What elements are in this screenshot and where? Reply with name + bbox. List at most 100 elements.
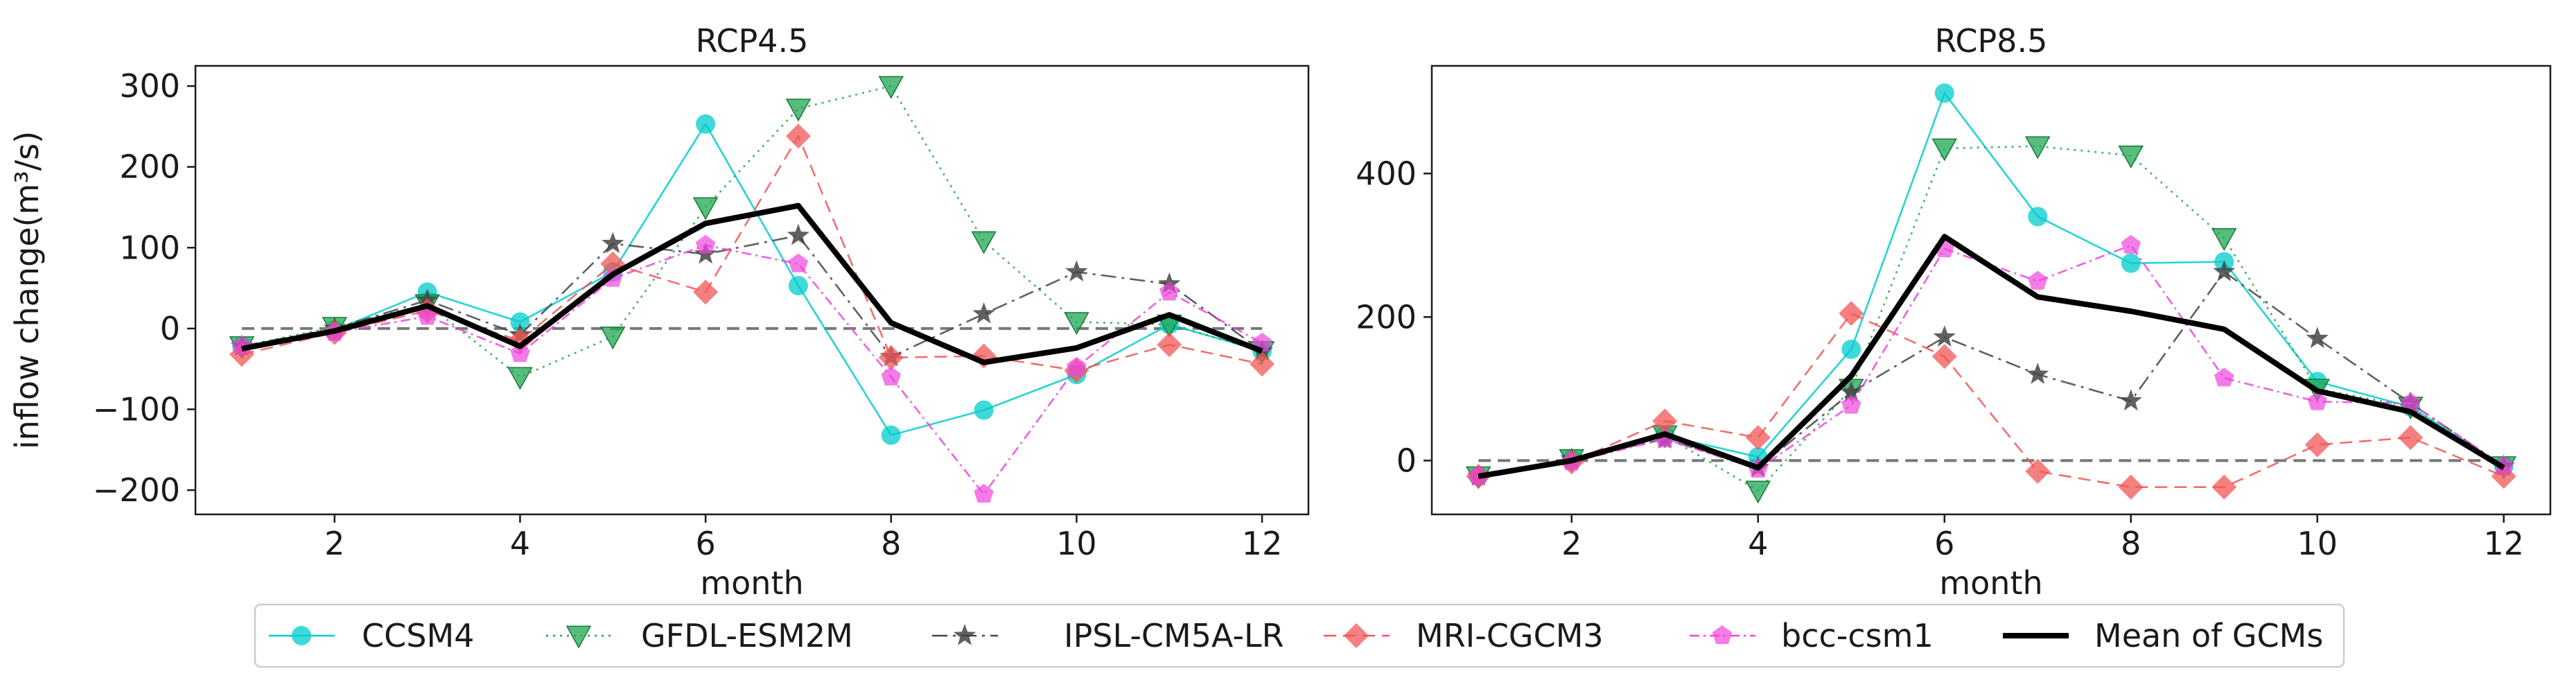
data-point — [788, 253, 809, 272]
x-tick-label: 10 — [1056, 525, 1097, 562]
data-point — [507, 328, 533, 354]
series-ccsm4 — [231, 114, 1272, 445]
legend-item-ccsm4: CCSM4 — [269, 617, 474, 654]
y-tick-label: 200 — [119, 148, 180, 186]
data-point — [2211, 228, 2237, 251]
data-point — [1933, 325, 1956, 347]
x-tick-label: 4 — [510, 525, 530, 562]
data-point — [2306, 327, 2329, 349]
series-line — [241, 234, 1263, 358]
data-point — [2211, 474, 2237, 500]
legend-label: bcc-csm1 — [1781, 617, 1934, 654]
data-point — [1159, 281, 1180, 301]
chart-title: RCP4.5 — [696, 22, 809, 60]
data-point — [881, 366, 901, 385]
legend-marker — [953, 624, 976, 645]
legend-item-mri-cgcm3: MRI-CGCM3 — [1324, 617, 1604, 654]
x-tick-label: 2 — [324, 525, 344, 562]
x-tick-label: 10 — [2297, 525, 2338, 562]
legend: CCSM4 GFDL-ESM2M IPSL-CM5A-LR MRI-CGCM3 bcc-… — [254, 603, 2345, 668]
data-point — [2028, 270, 2048, 290]
data-point — [696, 114, 716, 134]
data-point — [1840, 381, 1863, 402]
series-gfdl-esm2m — [229, 76, 1275, 390]
series-bcc-csm1 — [231, 234, 1272, 503]
series-ipsl-cm5a-lr — [230, 223, 1274, 367]
data-point — [2119, 389, 2142, 411]
data-point — [1065, 260, 1088, 281]
data-point — [974, 483, 994, 503]
y-tick-label: 100 — [119, 229, 180, 266]
series-mean-of-gcms — [1478, 234, 2505, 480]
x-axis-label: month — [700, 564, 803, 602]
y-axis-label: inflow change(m³/s) — [8, 131, 46, 449]
legend-item-gfdl-esm2m: GFDL-ESM2M — [546, 617, 853, 654]
x-tick-label: 12 — [1242, 525, 1283, 562]
data-point — [1931, 138, 1958, 162]
data-point — [1839, 301, 1864, 327]
y-tick-label: 200 — [1356, 298, 1417, 336]
data-point — [2304, 432, 2330, 458]
series-line — [241, 244, 1263, 496]
data-point — [2307, 391, 2327, 410]
y-tick-label: −100 — [93, 390, 180, 428]
series-line — [1478, 312, 2505, 489]
data-point — [1652, 408, 1678, 434]
data-point — [510, 343, 530, 363]
data-point — [510, 312, 530, 332]
x-tick-label: 2 — [1561, 525, 1581, 562]
data-point — [2121, 234, 2141, 254]
data-point — [1934, 83, 1954, 103]
data-point — [1064, 312, 1089, 336]
data-point — [2028, 207, 2048, 227]
series-line — [241, 123, 1263, 437]
y-tick-label: 0 — [1396, 442, 1417, 479]
x-axis-label: month — [1939, 564, 2042, 602]
series-line — [1478, 92, 2505, 478]
series-line — [1478, 270, 2505, 478]
y-tick-label: −200 — [93, 471, 180, 509]
data-point — [1250, 351, 1275, 377]
data-point — [2024, 136, 2051, 159]
series-mri-cgcm3 — [229, 123, 1275, 383]
series-ccsm4 — [1469, 83, 2514, 487]
y-tick-label: 0 — [160, 310, 180, 347]
chart-rcp45: RCP4.5 2 4 6 8 10 12 −200 −100 0 100 200 300 month inf… — [8, 22, 1310, 602]
data-point — [785, 98, 812, 122]
data-point — [2121, 253, 2141, 273]
axes-frame — [1430, 64, 2552, 516]
legend-item-mean-of-gcms: Mean of GCMs — [2003, 617, 2323, 654]
y-tick-label: 400 — [1356, 155, 1417, 192]
data-point — [2118, 146, 2144, 168]
data-point — [599, 327, 626, 350]
data-point — [1067, 356, 1087, 376]
data-point — [878, 76, 904, 99]
legend-marker — [566, 625, 592, 649]
data-point — [974, 400, 994, 420]
data-point — [787, 223, 810, 245]
data-point — [2398, 425, 2424, 451]
legend-marker — [1712, 625, 1733, 645]
series-line — [241, 85, 1263, 379]
data-point — [2026, 363, 2049, 384]
axes-frame — [194, 64, 1310, 516]
data-point — [2214, 367, 2234, 387]
data-point — [1931, 344, 1957, 369]
legend-label: IPSL-CM5A-LR — [1064, 617, 1284, 654]
series-line — [241, 135, 1263, 372]
data-point — [972, 302, 995, 324]
x-tick-label: 6 — [695, 525, 715, 562]
series-line — [1478, 234, 2505, 480]
series-ipsl-cm5a-lr — [1467, 260, 2515, 486]
legend-label: Mean of GCMs — [2094, 617, 2323, 654]
data-point — [2025, 458, 2051, 484]
data-point — [602, 232, 624, 254]
chart-rcp85: RCP8.5 2 4 6 8 10 12 0 200 400 month — [1356, 22, 2552, 602]
data-point — [1745, 425, 1771, 451]
data-point — [692, 197, 719, 220]
data-point — [881, 425, 901, 445]
series-line — [1478, 145, 2505, 492]
x-tick-label: 6 — [1934, 525, 1954, 562]
x-tick-label: 4 — [1748, 525, 1768, 562]
